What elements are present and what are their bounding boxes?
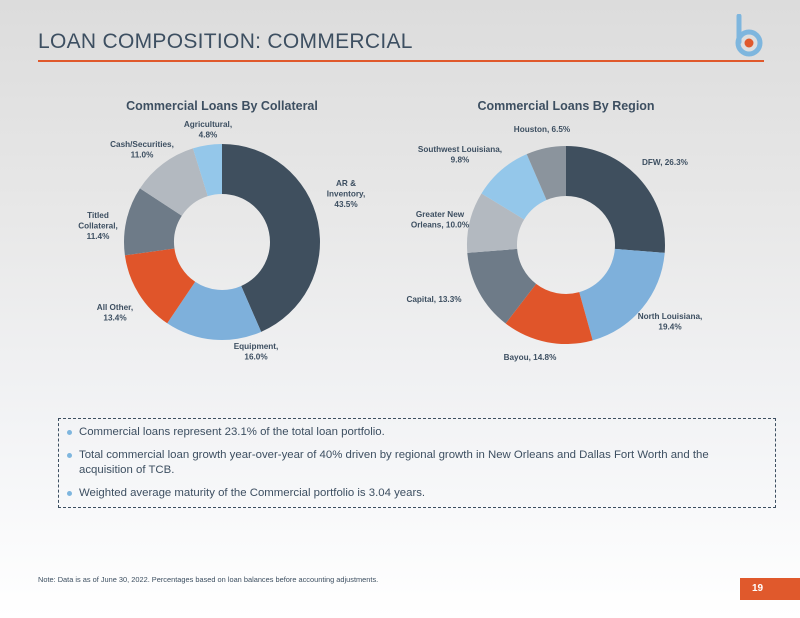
region-slice-label: Southwest Louisiana, 9.8% [418,145,502,165]
collateral-donut-chart: Commercial Loans By Collateral AR & Invent… [60,90,390,380]
collateral-slice [167,281,262,340]
collateral-slice [192,144,222,197]
region-slice [481,154,547,220]
footnote: Note: Data is as of June 30, 2022. Perce… [38,575,379,584]
collateral-slice-label: Equipment, 16.0% [234,342,279,362]
region-slice-label: Houston, 6.5% [514,125,571,134]
region-slice [579,248,665,341]
region-slice-label: Bayou, 14.8% [504,353,558,362]
bullet-item: Weighted average maturity of the Commerc… [67,486,761,501]
collateral-slice [124,248,196,324]
company-logo-icon [735,14,763,57]
page-number: 19 [740,578,800,600]
region-slice [467,248,537,324]
region-chart-svg: Commercial Loans By Region DFW, 26.3% Nort… [406,99,703,362]
collateral-slice [222,144,320,332]
collateral-slice-label: Cash/Securities, 11.0% [110,140,174,160]
key-points-box: Commercial loans represent 23.1% of the … [58,418,776,508]
region-slice-label: Capital, 13.3% [406,295,462,304]
region-slice [526,146,566,201]
region-slice-label: Greater New Orleans, 10.0% [411,210,470,230]
collateral-slice-label: Agricultural, 4.8% [184,120,232,140]
collateral-chart-svg: Commercial Loans By Collateral AR & Invent… [78,99,366,362]
region-slice [505,283,593,344]
region-chart-title: Commercial Loans By Region [477,99,654,113]
collateral-slice-label: All Other, 13.4% [97,303,133,323]
title-divider [38,60,764,62]
collateral-chart-title: Commercial Loans By Collateral [126,99,318,113]
collateral-slice-label: Titled Collateral, 11.4% [78,211,118,241]
region-slice-label: North Louisiana, 19.4% [638,312,703,332]
region-slice-label: DFW, 26.3% [642,158,689,167]
region-slice [467,193,525,253]
collateral-slice [123,188,182,256]
bullet-item: Total commercial loan growth year-over-y… [67,448,761,478]
bullet-item: Commercial loans represent 23.1% of the … [67,425,761,440]
region-donut-chart: Commercial Loans By Region DFW, 26.3% Nort… [400,90,740,380]
region-slice [566,146,665,253]
page-title: LOAN COMPOSITION: COMMERCIAL [38,30,413,53]
collateral-slice [139,148,208,216]
collateral-slice-label: AR & Inventory, 43.5% [327,179,366,209]
